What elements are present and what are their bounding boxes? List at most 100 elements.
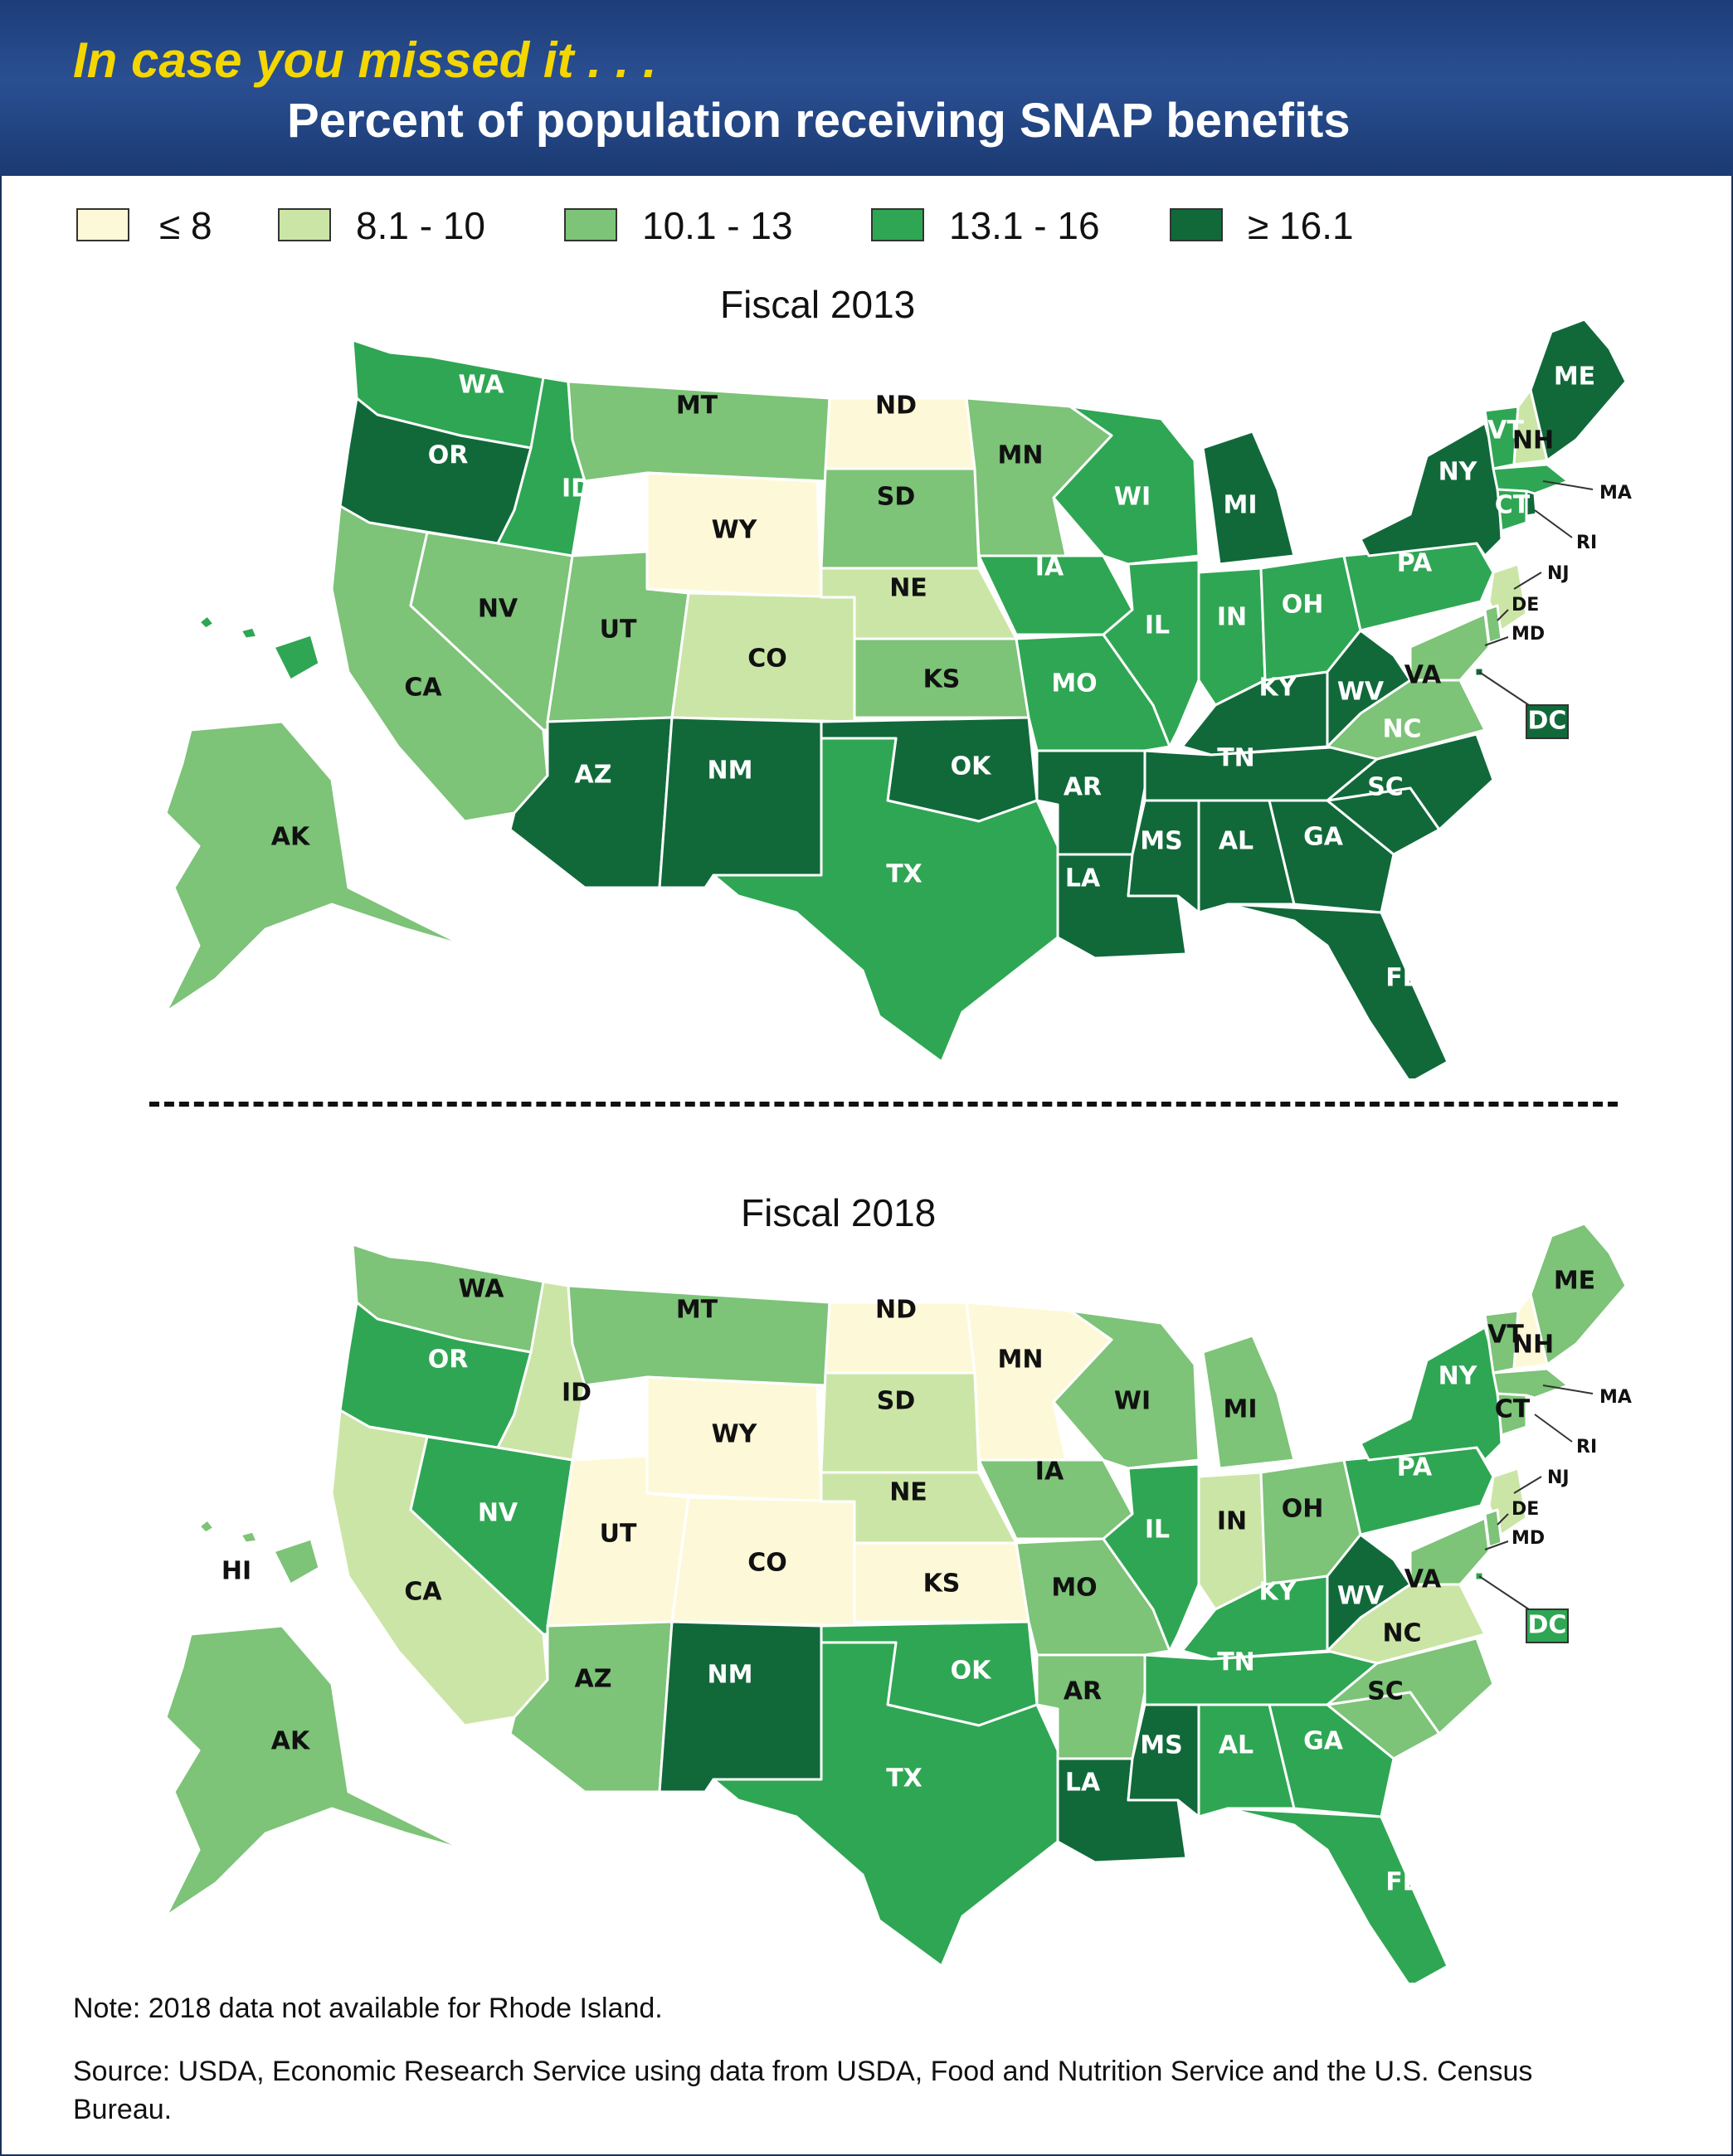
state-label-ar: AR — [1064, 1677, 1102, 1706]
leader-line-nj — [1513, 1476, 1542, 1494]
state-label-ca: CA — [404, 674, 442, 703]
state-label-wy: WY — [712, 1420, 758, 1449]
state-label-in: IN — [1217, 603, 1247, 632]
state-label-ok: OK — [951, 752, 993, 781]
state-label-oh: OH — [1282, 591, 1324, 620]
state-label-ok: OK — [951, 1657, 993, 1686]
legend-swatch — [76, 208, 129, 241]
state-label-nh: NH — [1512, 426, 1554, 455]
legend-swatch — [871, 208, 924, 241]
state-label-tx: TX — [886, 1764, 922, 1793]
note-text: Note: 2018 data not available for Rhode … — [73, 1993, 663, 2024]
state-label-id: ID — [562, 475, 591, 504]
state-label-al: AL — [1219, 1731, 1254, 1760]
leader-line-de — [1497, 1513, 1509, 1526]
state-label-tn: TN — [1217, 744, 1255, 773]
state-mi — [1201, 430, 1296, 566]
state-label-ne: NE — [889, 1478, 927, 1507]
state-ny — [1359, 421, 1503, 557]
state-md — [1409, 612, 1491, 682]
us-map-fiscal-2013: WA OR CA NV ID MT WY UT CO AZ NM ND SD NE KS OK TX MN IA MO… — [164, 318, 1632, 1078]
legend-label: 13.1 - 16 — [949, 204, 1100, 247]
state-label-ma: MA — [1599, 1387, 1632, 1408]
kicker-text: In case you missed it . . . — [73, 32, 657, 88]
state-label-sd: SD — [877, 483, 916, 512]
state-label-al: AL — [1219, 827, 1254, 856]
state-label-mt: MT — [676, 1296, 718, 1325]
header-banner: In case you missed it . . . Percent of p… — [0, 0, 1733, 176]
state-fl — [1226, 1807, 1449, 1983]
dc-box — [1526, 704, 1569, 739]
state-label-me: ME — [1554, 1267, 1595, 1296]
state-nm — [658, 1620, 823, 1793]
state-label-hi: HI — [221, 1557, 251, 1586]
state-label-ny: NY — [1438, 458, 1478, 487]
state-label-ri: RI — [1576, 1437, 1597, 1458]
legend-swatch — [278, 208, 331, 241]
state-mi — [1201, 1334, 1296, 1470]
state-label-dc: DC — [1528, 707, 1567, 736]
state-label-wa: WA — [459, 1275, 505, 1304]
state-label-ia: IA — [1035, 553, 1064, 582]
state-label-ak: AK — [271, 1727, 311, 1756]
state-label-de: DE — [1512, 1499, 1539, 1520]
state-label-co: CO — [747, 1549, 787, 1578]
state-label-ri: RI — [1576, 533, 1597, 553]
state-ga — [1268, 799, 1395, 914]
state-label-wv: WV — [1337, 1582, 1385, 1611]
state-ct — [1496, 488, 1528, 533]
state-label-mo: MO — [1051, 669, 1097, 698]
state-label-or: OR — [428, 441, 469, 470]
state-hi-island — [239, 625, 259, 640]
legend-swatch — [1170, 208, 1223, 241]
state-label-ut: UT — [600, 1520, 637, 1549]
state-label-pa: PA — [1397, 1453, 1433, 1482]
state-label-md: MD — [1512, 624, 1545, 645]
state-label-va: VA — [1404, 1565, 1442, 1594]
state-label-nm: NM — [708, 757, 753, 786]
state-label-wv: WV — [1337, 678, 1385, 707]
state-ga — [1268, 1703, 1395, 1818]
state-label-oh: OH — [1282, 1495, 1324, 1524]
state-label-nh: NH — [1512, 1331, 1554, 1360]
state-label-ia: IA — [1035, 1458, 1064, 1487]
state-label-dc: DC — [1528, 1611, 1567, 1640]
state-label-tn: TN — [1217, 1648, 1255, 1677]
state-label-mt: MT — [676, 392, 718, 421]
state-label-az: AZ — [575, 761, 612, 790]
state-label-mn: MN — [998, 441, 1044, 470]
state-hi — [272, 633, 321, 682]
us-map-fiscal-2018: WA OR CA NV ID MT WY UT CO AZ NM ND SD NE KS OK TX MN IA MO… — [164, 1222, 1632, 1983]
leader-line-ri — [1534, 1414, 1573, 1443]
state-label-co: CO — [747, 645, 787, 674]
state-label-ma: MA — [1599, 483, 1632, 504]
state-label-fl: FL — [1385, 1868, 1419, 1897]
state-hi — [272, 1537, 321, 1586]
state-label-hi: HI — [221, 653, 251, 682]
state-label-ct: CT — [1495, 1395, 1531, 1424]
state-label-nc: NC — [1382, 715, 1421, 744]
state-label-or: OR — [428, 1346, 469, 1375]
state-label-ky: KY — [1259, 674, 1297, 703]
state-label-vt: VT — [1487, 1321, 1524, 1350]
state-label-md: MD — [1512, 1528, 1545, 1549]
state-label-ga: GA — [1303, 1727, 1344, 1756]
state-label-ar: AR — [1064, 773, 1102, 802]
state-label-tx: TX — [886, 860, 922, 889]
leader-line-dc — [1478, 1575, 1530, 1610]
leader-line-md — [1484, 636, 1509, 646]
state-label-ga: GA — [1303, 823, 1344, 852]
legend-label: 10.1 - 13 — [642, 204, 793, 247]
legend-label: ≤ 8 — [159, 204, 212, 247]
state-ct — [1496, 1392, 1528, 1437]
state-fl — [1226, 903, 1449, 1078]
state-ma — [1492, 1367, 1570, 1399]
state-label-nv: NV — [478, 595, 518, 624]
state-me — [1529, 318, 1628, 462]
state-label-sd: SD — [877, 1387, 916, 1416]
state-md — [1409, 1516, 1491, 1586]
state-ny — [1359, 1326, 1503, 1462]
state-label-nm: NM — [708, 1661, 753, 1690]
section-divider — [149, 1102, 1618, 1107]
state-tx — [712, 1641, 1059, 1968]
